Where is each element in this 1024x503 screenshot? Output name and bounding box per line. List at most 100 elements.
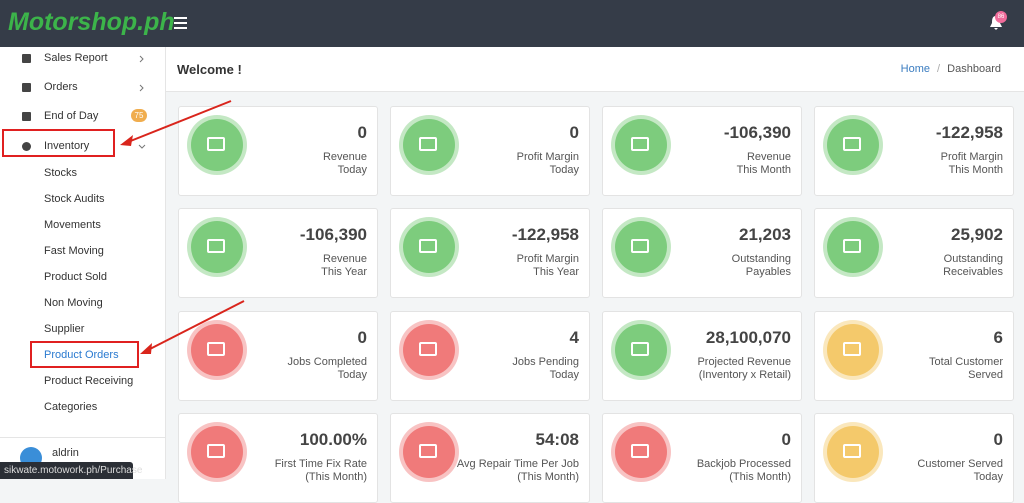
stat-card: 25,902 Outstanding Receivables [814,208,1014,298]
icon-circle [827,324,879,376]
menu-icon [22,112,31,121]
stat-label: Profit Margin [516,253,579,265]
submenu-item[interactable]: Supplier [44,323,85,335]
breadcrumb-current: Dashboard [947,63,1001,75]
stat-label: Avg Repair Time Per Job [456,458,579,470]
stat-card: 100.00% First Time Fix Rate (This Month) [178,413,378,503]
stat-label: Revenue [322,151,367,163]
menu-item[interactable]: Inventory [44,140,90,152]
stat-label: (This Month) [517,471,579,483]
stat-label: Today [549,369,579,381]
stat-label: Today [549,164,579,176]
divider [0,437,165,438]
submenu-item[interactable]: Fast Moving [44,245,104,257]
stat-value: -122,958 [935,123,1003,142]
submenu-item[interactable]: Product Receiving [44,375,134,387]
stat-label: Total Customer [929,356,1003,368]
icon-circle [827,221,879,273]
submenu-item[interactable]: Product Orders [44,349,119,361]
menu-toggle[interactable] [174,17,188,29]
stat-label: Outstanding [731,253,791,265]
icon-glyph [207,444,225,458]
icon-glyph [207,342,225,356]
highlight-box [2,129,115,157]
icon-glyph [419,342,437,356]
stat-label: Today [337,369,367,381]
submenu-item[interactable]: Categories [44,401,98,413]
stat-card: 0 Revenue Today [178,106,378,196]
icon-circle [615,324,667,376]
breadcrumb-separator: / [937,63,941,75]
stat-label: This Month [948,164,1003,176]
menu-icon [22,54,31,63]
menu-icon [22,83,31,92]
stat-card: 54:08 Avg Repair Time Per Job (This Month) [390,413,590,503]
stat-card: 0 Backjob Processed (This Month) [602,413,802,503]
submenu-item[interactable]: Product Sold [44,271,107,283]
icon-circle [403,324,455,376]
submenu-item[interactable]: Stocks [44,167,78,179]
stat-label: Projected Revenue [697,356,791,368]
menu-item[interactable]: Orders [44,81,78,93]
stat-value: 0 [993,430,1003,449]
stat-value: 0 [357,328,367,347]
icon-circle [827,426,879,478]
icon-glyph [631,239,649,253]
user-name[interactable]: aldrin [52,447,79,459]
icon-glyph [631,137,649,151]
icon-glyph [419,137,437,151]
stat-label: Profit Margin [516,151,579,163]
icon-glyph [419,444,437,458]
submenu-item[interactable]: Movements [44,219,101,231]
stat-label: Backjob Processed [696,458,791,470]
logo[interactable]: Motorshop.ph [8,8,175,36]
menu-item[interactable]: Sales Report [44,52,108,64]
icon-glyph [631,342,649,356]
stat-value: 100.00% [299,430,367,449]
menu-item[interactable]: End of Day [44,110,99,122]
stat-card: -106,390 Revenue This Year [178,208,378,298]
stat-value: 21,203 [739,225,791,244]
stat-label: Jobs Pending [512,356,579,368]
icon-circle [403,221,455,273]
stat-value: 0 [357,123,367,142]
stat-card: 0 Jobs Completed Today [178,311,378,401]
breadcrumb-link[interactable]: Home [900,63,930,75]
icon-glyph [843,444,861,458]
submenu-item[interactable]: Non Moving [44,297,103,309]
notification-badge: 86 [995,11,1007,23]
stat-label: Jobs Completed [287,356,368,368]
stat-label: Receivables [943,266,1003,278]
stat-label: Today [973,471,1003,483]
stat-label: (This Month) [729,471,791,483]
stat-value: 0 [569,123,579,142]
icon-circle [191,426,243,478]
icon-circle [615,426,667,478]
icon-glyph [843,342,861,356]
stat-label: Today [337,164,367,176]
icon-glyph [843,239,861,253]
menu-badge: 75 [131,109,147,122]
stat-card: 28,100,070 Projected Revenue (Inventory x … [602,311,802,401]
stat-card: -122,958 Profit Margin This Month [814,106,1014,196]
stat-card: 6 Total Customer Served [814,311,1014,401]
stat-value: 0 [781,430,791,449]
icon-glyph [419,239,437,253]
icon-glyph [207,137,225,151]
icon-circle [615,221,667,273]
icon-circle [403,426,455,478]
stat-label: This Month [736,164,791,176]
stat-card: 0 Profit Margin Today [390,106,590,196]
icon-circle [403,119,455,171]
icon-glyph [843,137,861,151]
icon-circle [615,119,667,171]
stat-label: This Year [533,266,579,278]
chevron [138,144,146,149]
stat-value: 25,902 [951,225,1003,244]
highlight-box [30,341,139,368]
icon-circle [191,221,243,273]
stat-label: Revenue [322,253,367,265]
top-bar: Motorshop.ph 86 [0,0,1024,47]
submenu-item[interactable]: Stock Audits [44,193,105,205]
